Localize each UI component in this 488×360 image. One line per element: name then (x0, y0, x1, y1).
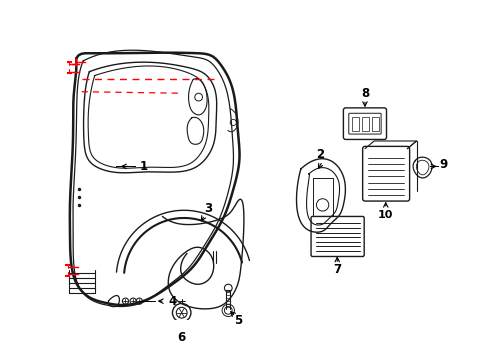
Text: 3: 3 (204, 202, 212, 215)
Text: 9: 9 (439, 158, 447, 171)
Bar (351, 117, 358, 131)
Text: 4: 4 (168, 294, 177, 308)
Text: 6: 6 (177, 331, 185, 344)
Text: 2: 2 (316, 148, 324, 161)
Text: 1: 1 (139, 160, 147, 173)
Text: 5: 5 (233, 314, 242, 327)
Text: 7: 7 (332, 263, 341, 276)
Text: 10: 10 (377, 210, 393, 220)
Bar (371, 117, 378, 131)
Bar (361, 117, 368, 131)
Text: 8: 8 (360, 87, 368, 100)
